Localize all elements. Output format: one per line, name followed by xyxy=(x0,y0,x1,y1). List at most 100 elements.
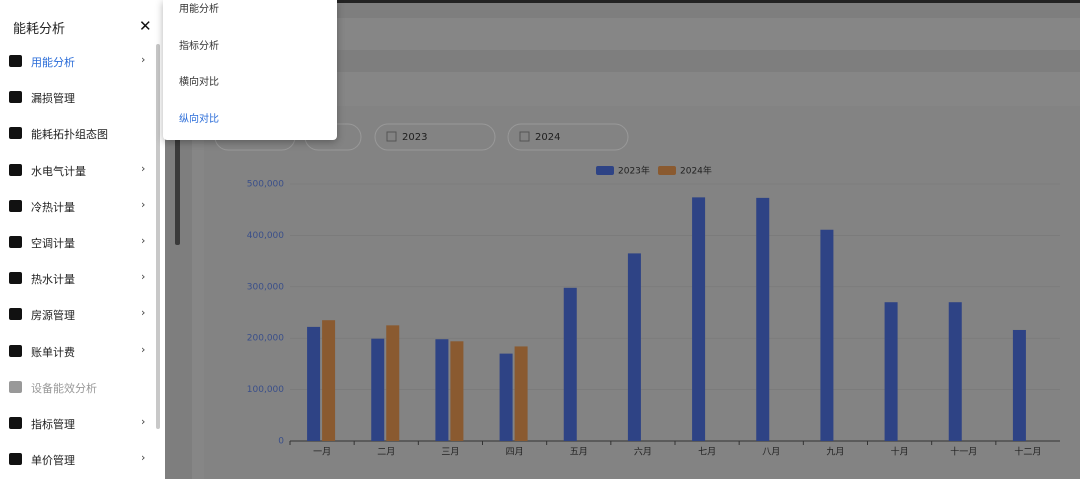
menu-label: 指标管理 xyxy=(31,418,75,431)
menu-item[interactable]: 水电气计量 › xyxy=(0,155,160,185)
y-tick-label: 0 xyxy=(278,437,284,447)
chevron: › xyxy=(141,342,146,356)
legend-label: 2023年 xyxy=(618,165,650,177)
bar xyxy=(435,339,449,441)
menu-label: 单价管理 xyxy=(31,454,75,468)
menu-item[interactable]: 单价管理 › xyxy=(0,444,160,474)
menu-label: 热水计量 xyxy=(31,273,75,287)
menu-item[interactable]: 热水计量 › xyxy=(0,263,160,293)
legend-label: 2024年 xyxy=(680,165,712,177)
submenu-item[interactable]: 横向对比 xyxy=(179,77,219,88)
chevron: › xyxy=(141,197,146,211)
menu-label: 用能分析 xyxy=(31,56,75,69)
x-tick-label: 十月 xyxy=(891,446,909,458)
menu-item[interactable]: 房源管理 › xyxy=(0,299,160,329)
menu-item[interactable]: 空调计量 › xyxy=(0,227,160,257)
header-panel xyxy=(192,18,1080,50)
x-tick-label: 六月 xyxy=(634,446,652,458)
bar xyxy=(386,325,400,441)
y-tick-label: 200,000 xyxy=(247,334,284,344)
sidebar-title: 能耗分析 xyxy=(13,22,66,37)
calendar-icon xyxy=(519,131,530,142)
icon xyxy=(9,344,22,357)
date-value: 2023 xyxy=(402,132,427,143)
bar xyxy=(1012,329,1026,441)
chevron: › xyxy=(141,415,146,428)
x-tick-label: 一月 xyxy=(313,447,331,458)
menu-label: 冷热计量 xyxy=(31,200,75,214)
x-tick-label: 五月 xyxy=(570,447,588,458)
submenu-item[interactable]: 指标分析 xyxy=(179,40,219,52)
bar xyxy=(756,197,770,441)
top-bar xyxy=(0,0,1080,3)
y-tick-label: 400,000 xyxy=(247,231,284,241)
scrollbar xyxy=(156,44,160,429)
chart-panel xyxy=(204,106,1080,479)
icon xyxy=(9,91,22,104)
menu-item[interactable]: 冷热计量 › xyxy=(0,191,160,221)
x-tick-label: 十二月 xyxy=(1014,446,1041,458)
icon xyxy=(9,308,22,321)
legend-swatch xyxy=(596,166,614,175)
menu-item[interactable]: 指标管理 › xyxy=(0,408,160,438)
bar xyxy=(692,197,706,441)
submenu: 用能分析指标分析横向对比纵向对比 xyxy=(163,0,337,140)
icon xyxy=(9,163,22,176)
legend-swatch xyxy=(658,166,676,175)
icon xyxy=(9,199,22,212)
date-picker[interactable] xyxy=(507,123,629,151)
menu-item[interactable]: 账单计费 › xyxy=(0,336,160,366)
chevron: › xyxy=(141,451,146,465)
menu-label: 房源管理 xyxy=(31,309,75,323)
close-button[interactable]: ✕ xyxy=(139,17,152,35)
menu-item[interactable]: 用能分析 › xyxy=(0,46,160,76)
bar xyxy=(322,320,336,441)
menu-item[interactable]: 能耗拓扑组态图 xyxy=(0,118,160,148)
icon xyxy=(9,453,22,466)
bar xyxy=(450,341,464,441)
x-tick-label: 八月 xyxy=(762,447,780,458)
x-tick-label: 七月 xyxy=(698,447,716,458)
x-tick-label: 四月 xyxy=(506,447,524,458)
bar xyxy=(627,253,641,441)
icon xyxy=(9,55,22,67)
bar xyxy=(948,302,962,441)
menu-item[interactable]: 设备能效分析 xyxy=(0,372,160,402)
date-picker[interactable] xyxy=(374,123,496,151)
x-tick-label: 二月 xyxy=(377,447,395,458)
icon xyxy=(9,272,22,285)
icon xyxy=(9,380,22,393)
chevron: › xyxy=(141,53,146,66)
bar xyxy=(514,346,528,441)
menu-label: 漏损管理 xyxy=(31,92,75,106)
menu-label: 设备能效分析 xyxy=(31,381,97,395)
bar xyxy=(371,338,385,441)
x-tick-label: 十一月 xyxy=(950,446,977,458)
bar xyxy=(884,302,898,441)
x-tick-label: 三月 xyxy=(441,447,459,458)
bar xyxy=(820,229,834,441)
menu-label: 水电气计量 xyxy=(31,164,86,178)
bar xyxy=(563,287,577,441)
bar xyxy=(307,326,321,441)
y-tick-label: 300,000 xyxy=(247,282,284,292)
bar xyxy=(499,353,513,441)
chevron: › xyxy=(141,161,146,175)
submenu-item[interactable]: 用能分析 xyxy=(179,4,219,15)
menu-label: 空调计量 xyxy=(31,237,75,250)
icon xyxy=(9,127,22,140)
chevron: › xyxy=(141,306,146,320)
y-tick-label: 100,000 xyxy=(247,385,284,395)
x-tick-label: 九月 xyxy=(826,447,844,458)
calendar-icon xyxy=(386,131,397,142)
icon xyxy=(9,236,22,248)
submenu-item[interactable]: 纵向对比 xyxy=(179,113,219,125)
date-value: 2024 xyxy=(535,132,560,143)
menu-item[interactable]: 漏损管理 xyxy=(0,82,160,112)
y-tick-label: 500,000 xyxy=(247,180,284,190)
sidebar: 能耗分析 ✕ 用能分析 › 漏损管理 能耗拓扑组态图 水电气计量 › 冷热计量 › 空调计量 › 热… xyxy=(0,0,165,479)
menu-label: 账单计费 xyxy=(31,345,75,359)
chevron: › xyxy=(141,270,146,284)
